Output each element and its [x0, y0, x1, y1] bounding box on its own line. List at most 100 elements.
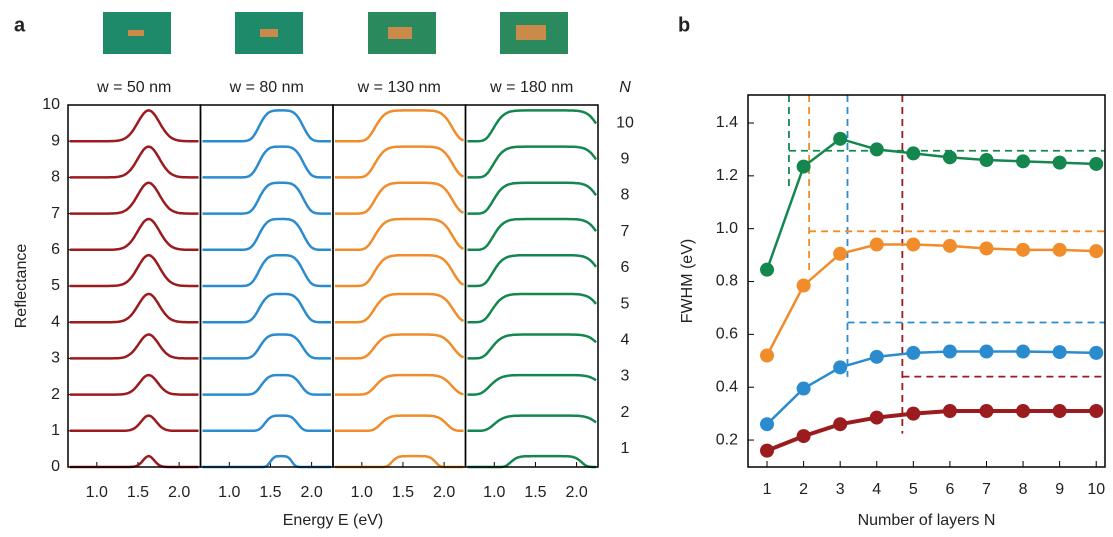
data-point [1052, 403, 1067, 418]
y-tick-label: 5 [51, 277, 60, 294]
data-point [1016, 344, 1031, 359]
y-tick-label: 6 [51, 241, 60, 258]
x-tick-label: 5 [909, 481, 918, 498]
spectrum [335, 109, 465, 143]
spectrum [70, 414, 199, 433]
spectrum [202, 292, 331, 324]
spectrum [467, 181, 598, 215]
panel-title: w = 80 nm [229, 79, 304, 96]
inset-image [388, 27, 412, 39]
spectrum [202, 253, 331, 288]
data-point [979, 344, 994, 359]
spectrum [467, 373, 597, 396]
spectrum [202, 181, 331, 215]
y-tick-label: 2 [51, 386, 60, 403]
spectrum [202, 109, 331, 143]
n-label: 7 [621, 223, 630, 240]
insets [103, 12, 568, 54]
plot-frame [747, 94, 1106, 468]
spectrum [202, 217, 331, 252]
x-tick-label: 1.5 [127, 484, 149, 501]
spectrum [202, 145, 331, 179]
data-point [760, 348, 775, 363]
x-axis-label: Energy E (eV) [283, 512, 383, 529]
data-point [1089, 156, 1104, 171]
spectrum [70, 145, 199, 179]
y-tick-label: 4 [51, 313, 60, 330]
inset-image [260, 29, 278, 37]
spectrum [70, 373, 199, 396]
spectrum [335, 181, 465, 215]
data-point [1089, 345, 1104, 360]
n-label: 8 [621, 187, 630, 204]
n-label: 4 [621, 332, 630, 349]
data-point [760, 443, 775, 458]
spectrum [70, 333, 199, 360]
y-tick-label: 10 [42, 96, 60, 113]
spectrum [202, 333, 331, 360]
y-axis-label: Reflectance [13, 244, 30, 329]
data-point [833, 417, 848, 432]
data-point [979, 241, 994, 256]
data-point [942, 150, 957, 165]
x-tick-label: 3 [836, 481, 845, 498]
y-tick-label: 8 [51, 169, 60, 186]
y-axis-label: FWHM (eV) [679, 239, 696, 323]
data-point [833, 131, 848, 146]
x-tick-label: 2.0 [168, 484, 190, 501]
n-title: N [619, 79, 631, 96]
y-tick-label: 3 [51, 350, 60, 367]
spectrum [70, 292, 199, 324]
spectrum [335, 217, 465, 252]
data-point [906, 237, 921, 252]
data-point [833, 360, 848, 375]
data-point [796, 429, 811, 444]
spectrum [335, 292, 465, 324]
x-tick-label: 2 [799, 481, 808, 498]
data-point [942, 344, 957, 359]
x-tick-label: 2.0 [565, 484, 587, 501]
data-point [869, 410, 884, 425]
spectrum [467, 109, 598, 143]
y-tick-label: 1.4 [716, 114, 738, 131]
x-tick-label: 1 [763, 481, 772, 498]
y-tick-label: 1.2 [716, 167, 738, 184]
data-point [979, 403, 994, 418]
spectrum [335, 145, 465, 179]
data-point [833, 246, 848, 261]
data-point [906, 345, 921, 360]
data-point [906, 146, 921, 161]
x-tick-label: 6 [945, 481, 954, 498]
x-tick-label: 7 [982, 481, 991, 498]
series-line [765, 137, 1097, 271]
n-label: 1 [621, 440, 630, 457]
data-point [1016, 242, 1031, 257]
inset-image [516, 25, 546, 40]
n-label: 6 [621, 259, 630, 276]
series-line [765, 243, 1097, 357]
y-tick-label: 9 [51, 132, 60, 149]
x-tick-label: 4 [872, 481, 881, 498]
data-point [760, 262, 775, 277]
spectrum [335, 253, 465, 288]
spectrum [467, 217, 598, 252]
spectrum [202, 414, 331, 433]
spectrum [467, 414, 597, 433]
x-tick-label: 2.0 [300, 484, 322, 501]
n-label: 3 [621, 368, 630, 385]
y-tick-label: 1 [51, 422, 60, 439]
data-point [942, 238, 957, 253]
x-tick-label: 1.5 [524, 484, 546, 501]
x-tick-label: 8 [1019, 481, 1028, 498]
spectrum [335, 414, 464, 433]
panel-title: w = 130 nm [357, 79, 441, 96]
x-axis-label: Number of layers N [858, 512, 996, 529]
data-point [869, 349, 884, 364]
spectrum [202, 373, 331, 396]
data-point [1016, 403, 1031, 418]
data-point [796, 381, 811, 396]
spectrum [467, 292, 597, 324]
data-point [979, 152, 994, 167]
data-point [1016, 154, 1031, 169]
